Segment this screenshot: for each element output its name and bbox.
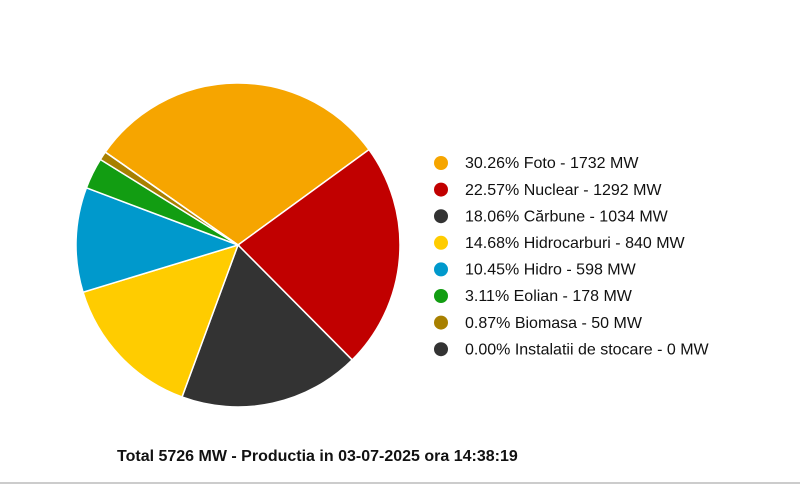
- legend-marker: [434, 235, 448, 250]
- footer: Total 5726 MW - Productia in 03-07-2025 …: [117, 448, 518, 465]
- legend-marker: [434, 289, 448, 303]
- legend-label: 3.11% Eolian - 178 MW: [465, 288, 633, 305]
- pie-slice: [75, 186, 241, 294]
- legend-marker: [434, 209, 448, 224]
- pie-slice: [82, 243, 240, 398]
- legend-marker: [434, 156, 448, 170]
- pie-slice: [181, 243, 354, 408]
- legend-label: 10.45% Hidro - 598 MW: [465, 262, 637, 279]
- legend-label: 30.26% Foto - 1732 MW: [465, 155, 639, 172]
- legend-label: 22.57% Nuclear - 1292 MW: [465, 182, 662, 199]
- legend-marker: [434, 315, 448, 330]
- legend-label: 14.68% Hidrocarburi - 840 MW: [465, 235, 686, 252]
- legend-label: 18.06% Cărbune - 1034 MW: [465, 208, 669, 225]
- legend-marker: [434, 262, 448, 277]
- legend-marker: [434, 182, 448, 197]
- legend-label: 0.87% Biomasa - 50 MW: [465, 315, 643, 332]
- pie-slice: [236, 148, 401, 361]
- legend-label: 0.00% Instalatii de stocare - 0 MW: [465, 341, 710, 358]
- legend-marker: [434, 342, 448, 357]
- pie-slice: [104, 82, 370, 246]
